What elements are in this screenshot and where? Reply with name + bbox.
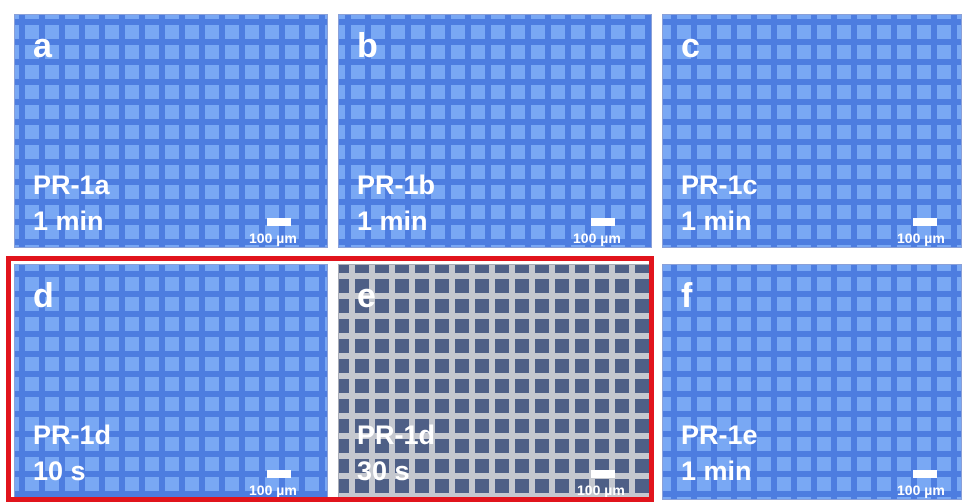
panel-letter: c	[681, 27, 700, 65]
panel-c: c PR-1c 1 min 100 µm	[662, 14, 962, 248]
sample-label: PR-1d	[357, 420, 436, 450]
panel-b: b PR-1b 1 min 100 µm	[338, 14, 652, 248]
time-label: 1 min	[357, 206, 428, 236]
scale-bar	[913, 218, 937, 226]
scale-bar	[913, 470, 937, 478]
panel-letter: b	[357, 27, 378, 65]
panel-letter: d	[33, 277, 54, 315]
scale-label: 100 µm	[573, 230, 621, 246]
panel-letter: f	[681, 277, 693, 315]
sample-label: PR-1e	[681, 420, 758, 450]
scale-label: 100 µm	[897, 230, 945, 246]
panel-a: a PR-1a 1 min 100 µm	[14, 14, 328, 248]
sample-label: PR-1d	[33, 420, 112, 450]
time-label: 10 s	[33, 456, 86, 486]
panel-letter: e	[357, 277, 376, 315]
microscope-grid-image	[339, 15, 651, 247]
panel-d: d PR-1d 10 s 100 µm	[14, 264, 328, 500]
sample-label: PR-1b	[357, 170, 436, 200]
sample-label: PR-1a	[33, 170, 110, 200]
time-label: 1 min	[681, 456, 752, 486]
microscope-grid-image	[15, 265, 327, 499]
microscope-grid-image	[663, 15, 961, 247]
microscope-grid-image	[15, 15, 327, 247]
panel-f: f PR-1e 1 min 100 µm	[662, 264, 962, 500]
time-label: 30 s	[357, 456, 410, 486]
time-label: 1 min	[33, 206, 104, 236]
microscope-grid-image	[339, 265, 649, 499]
sample-label: PR-1c	[681, 170, 758, 200]
time-label: 1 min	[681, 206, 752, 236]
scale-label: 100 µm	[897, 482, 945, 498]
panel-e: e PR-1d 30 s 100 µm	[338, 264, 650, 500]
panel-letter: a	[33, 27, 52, 65]
scale-label: 100 µm	[249, 482, 297, 498]
scale-bar	[591, 470, 615, 478]
scale-bar	[267, 470, 291, 478]
scale-label: 100 µm	[249, 230, 297, 246]
microscope-grid-image	[663, 265, 961, 499]
scale-bar	[267, 218, 291, 226]
scale-label: 100 µm	[577, 482, 625, 498]
scale-bar	[591, 218, 615, 226]
